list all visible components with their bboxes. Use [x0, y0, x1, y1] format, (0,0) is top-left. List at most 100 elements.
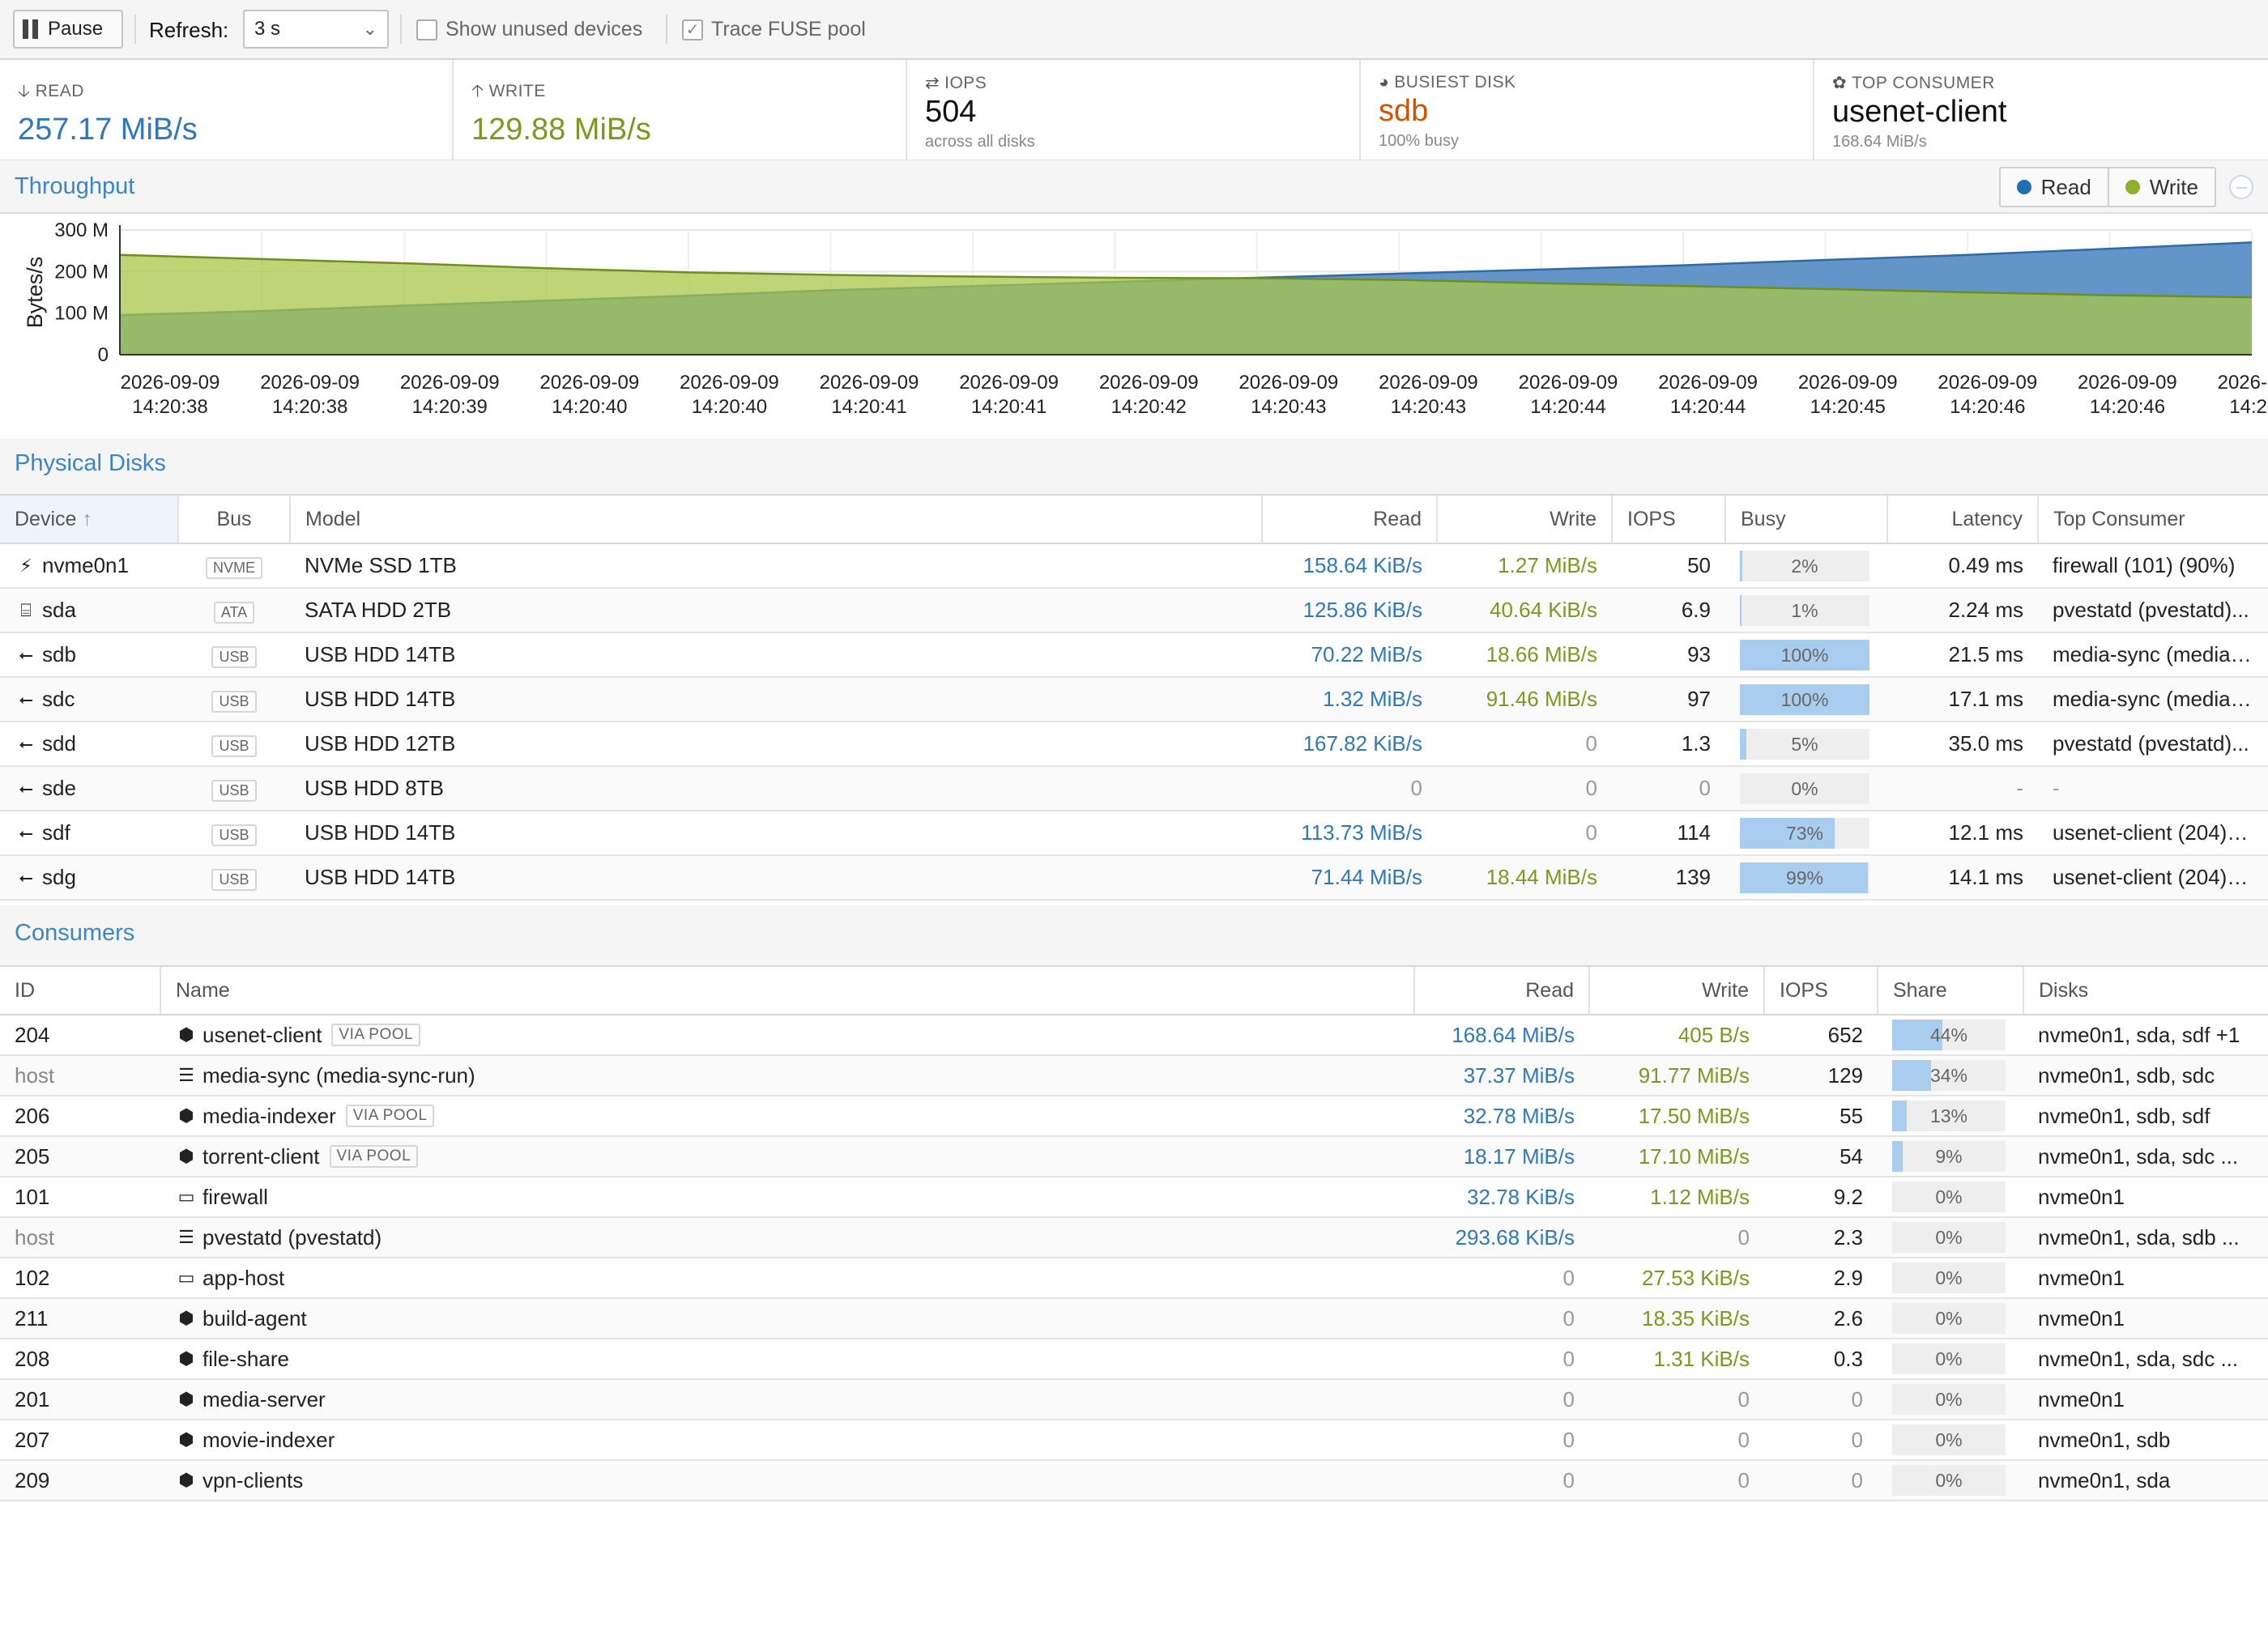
- col-model-header[interactable]: Model: [289, 494, 1262, 544]
- share-percent: 0%: [1935, 1267, 1963, 1288]
- disk-bus-cell: ATA: [178, 588, 290, 633]
- consumer-write-cell: 0: [1589, 1379, 1764, 1420]
- consumer-wrap: ⬢ media-server: [175, 1387, 1400, 1412]
- disk-iops-cell: 114: [1612, 811, 1725, 856]
- col-share-header[interactable]: Share: [1877, 965, 2023, 1015]
- x-tick-time: 14:20:46: [1950, 396, 2025, 418]
- col-read-header[interactable]: Read: [1413, 965, 1589, 1015]
- disk-row[interactable]: ⭠ sdf USB USB HDD 14TB 113.73 MiB/s 0 114 73% 12…: [0, 811, 2268, 856]
- legend-write-toggle[interactable]: Write: [2107, 168, 2215, 206]
- x-tick-time: 14:20:43: [1391, 396, 1466, 418]
- consumer-row[interactable]: 102 ▭ app-host 0 27.53 KiB/s 2.9 0% nvme0n1: [0, 1258, 2268, 1299]
- disk-model-cell: USB HDD 14TB: [290, 811, 1262, 856]
- disk-bus-cell: USB: [178, 632, 290, 678]
- consumer-iops-cell: 9.2: [1764, 1177, 1878, 1218]
- col-bus-header[interactable]: Bus: [177, 494, 290, 544]
- refresh-label: Refresh:: [149, 18, 229, 42]
- share-bar-fill: [1892, 1060, 1931, 1091]
- device-wrap: ⭠ sde: [15, 776, 164, 801]
- disk-row[interactable]: ⭠ sdc USB USB HDD 14TB 1.32 MiB/s 91.46 MiB/s…: [0, 677, 2268, 722]
- share-bar-fill: [1892, 1020, 1942, 1050]
- consumer-iops-cell: 2.9: [1764, 1258, 1878, 1299]
- busy-bar: 1%: [1740, 594, 1869, 626]
- col-read-header[interactable]: Read: [1261, 494, 1437, 544]
- device-name: sdc: [42, 687, 75, 711]
- col-busy-header[interactable]: Busy: [1724, 494, 1887, 544]
- usb-icon: ⭠: [19, 777, 33, 798]
- disk-iops-cell: 97: [1612, 677, 1725, 722]
- col-write-header[interactable]: Write: [1436, 494, 1612, 544]
- disk-row[interactable]: ⚡︎ nvme0n1 NVME NVMe SSD 1TB 158.64 KiB/s 1.2…: [0, 543, 2268, 589]
- collapse-chart-icon[interactable]: [2229, 175, 2253, 199]
- disk-top-consumer-cell: -: [2038, 766, 2268, 811]
- trace-fuse-checkbox[interactable]: ✓: [682, 19, 703, 40]
- consumer-row[interactable]: host ☰ media-sync (media-sync-run) 37.37 Mi…: [0, 1055, 2268, 1096]
- disk-row[interactable]: ⭠ sdg USB USB HDD 14TB 71.44 MiB/s 18.44 MiB/…: [0, 855, 2268, 901]
- consumer-iops-cell: 2.3: [1764, 1217, 1878, 1258]
- consumer-row[interactable]: 206 ⬢ media-indexer VIA POOL 32.78 MiB/s 17.5…: [0, 1096, 2268, 1137]
- legend-read-toggle[interactable]: Read: [2001, 168, 2108, 206]
- consumer-wrap: ⬢ build-agent: [175, 1306, 1400, 1331]
- disk-write-cell: 1.27 MiB/s: [1437, 543, 1612, 589]
- consumer-row[interactable]: 201 ⬢ media-server 0 0 0 0% nvme0n1: [0, 1379, 2268, 1420]
- disk-model-cell: USB HDD 14TB: [290, 632, 1262, 678]
- col-iops-header[interactable]: IOPS: [1611, 494, 1725, 544]
- consumer-row[interactable]: 209 ⬢ vpn-clients 0 0 0 0% nvme0n1, sda: [0, 1460, 2268, 1501]
- device-wrap: ⚡︎ nvme0n1: [15, 553, 164, 578]
- show-unused-devices-toggle[interactable]: Show unused devices: [416, 18, 642, 41]
- busy-percent: 5%: [1791, 733, 1818, 755]
- consumer-disks-cell: nvme0n1, sda, sdc ...: [2023, 1136, 2268, 1177]
- show-unused-checkbox[interactable]: [416, 19, 437, 40]
- x-tick-time: 14:20:40: [552, 396, 627, 418]
- col-device-header[interactable]: Device ↑: [0, 494, 178, 544]
- disk-top-consumer-cell: usenet-client (204) (...: [2038, 855, 2268, 901]
- col-id-header[interactable]: ID: [0, 965, 160, 1015]
- pause-label: Pause: [48, 18, 104, 40]
- consumer-iops-cell: 0.3: [1764, 1339, 1878, 1380]
- refresh-interval-select[interactable]: 3 s ⌄: [243, 10, 389, 49]
- consumer-row[interactable]: host ☰ pvestatd (pvestatd) 293.68 KiB/s 0 2.3…: [0, 1217, 2268, 1258]
- busy-bar: 100%: [1740, 683, 1869, 715]
- col-name-header[interactable]: Name: [160, 965, 1414, 1015]
- col-disks-header[interactable]: Disks: [2023, 965, 2268, 1015]
- consumer-row[interactable]: 101 ▭ firewall 32.78 KiB/s 1.12 MiB/s 9.2 0% nv…: [0, 1177, 2268, 1218]
- disk-read-cell: 125.86 KiB/s: [1262, 588, 1437, 633]
- container-icon: ⬢: [178, 1470, 194, 1490]
- bus-badge: USB: [211, 868, 257, 891]
- share-percent: 44%: [1929, 1024, 1968, 1045]
- trace-fuse-pool-toggle[interactable]: ✓ Trace FUSE pool: [682, 18, 866, 41]
- disk-bus-cell: USB: [178, 722, 290, 767]
- disk-row[interactable]: ⭠ sde USB USB HDD 8TB 0 0 0 0% - -: [0, 766, 2268, 811]
- consumer-name: app-host: [202, 1265, 285, 1290]
- busy-bar-fill: [1740, 639, 1869, 671]
- disk-busy-cell: 73%: [1725, 811, 1887, 856]
- col-write-header[interactable]: Write: [1588, 965, 1764, 1015]
- disk-row[interactable]: ⭠ sdd USB USB HDD 12TB 167.82 KiB/s 0 1.3 5% 35.…: [0, 722, 2268, 767]
- busy-bar: 100%: [1740, 639, 1869, 671]
- consumer-id-cell: 207: [0, 1420, 160, 1461]
- busy-percent: 1%: [1791, 599, 1818, 621]
- consumer-share-cell: 0%: [1878, 1420, 2023, 1461]
- consumer-row[interactable]: 205 ⬢ torrent-client VIA POOL 18.17 MiB/s 17.…: [0, 1136, 2268, 1177]
- col-iops-header[interactable]: IOPS: [1763, 965, 1878, 1015]
- pause-button[interactable]: Pause: [13, 10, 123, 49]
- consumer-disks-cell: nvme0n1, sdb, sdc: [2023, 1055, 2268, 1096]
- consumer-row[interactable]: 211 ⬢ build-agent 0 18.35 KiB/s 2.6 0% nvme0n1: [0, 1298, 2268, 1339]
- consumer-row[interactable]: 208 ⬢ file-share 0 1.31 KiB/s 0.3 0% nvme0n1, s…: [0, 1339, 2268, 1380]
- consumer-row[interactable]: 204 ⬢ usenet-client VIA POOL 168.64 MiB/s 405…: [0, 1015, 2268, 1056]
- share-bar: 0%: [1892, 1303, 2006, 1334]
- disk-row[interactable]: ⌸ sda ATA SATA HDD 2TB 125.86 KiB/s 40.64 KiB…: [0, 588, 2268, 633]
- share-bar: 0%: [1892, 1384, 2006, 1415]
- col-latency-header[interactable]: Latency: [1886, 494, 2038, 544]
- busy-bar-fill: [1740, 594, 1742, 626]
- consumer-share-cell: 0%: [1878, 1460, 2023, 1501]
- col-top-consumer-header[interactable]: Top Consumer: [2037, 494, 2268, 544]
- x-tick-time: 14:20:40: [692, 396, 767, 418]
- x-tick-date: 2026-09-09: [680, 372, 779, 394]
- consumer-write-cell: 91.77 MiB/s: [1589, 1055, 1764, 1096]
- disk-row[interactable]: ⭠ sdb USB USB HDD 14TB 70.22 MiB/s 18.66 MiB/…: [0, 632, 2268, 678]
- disk-latency-cell: 21.5 ms: [1887, 632, 2038, 678]
- x-tick-date: 2026-09-09: [539, 372, 639, 394]
- share-bar: 9%: [1892, 1141, 2006, 1172]
- consumer-row[interactable]: 207 ⬢ movie-indexer 0 0 0 0% nvme0n1, sdb: [0, 1420, 2268, 1461]
